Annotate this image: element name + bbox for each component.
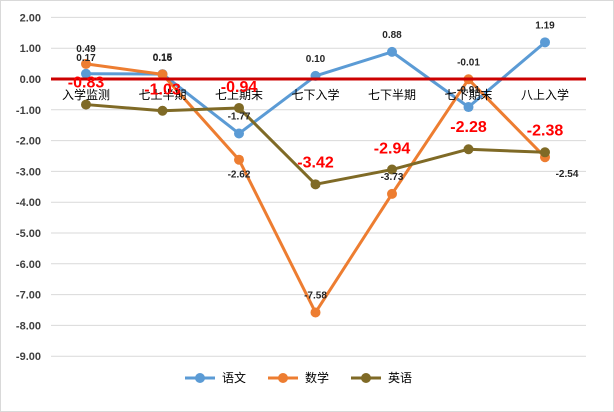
series-2-point	[157, 69, 168, 80]
y-tick-label: -9.00	[16, 351, 41, 363]
data-label: -0.94	[221, 79, 258, 96]
legend-swatch-marker	[361, 373, 371, 383]
data-label: 0.49	[76, 44, 96, 55]
data-label: -0.91	[457, 85, 480, 96]
legend-label: 数学	[305, 370, 329, 385]
legend: 语文 数学 英语	[185, 370, 412, 385]
legend-label: 英语	[388, 371, 412, 385]
y-tick-label: -8.00	[16, 320, 41, 332]
y-tick-label: 0.00	[20, 74, 41, 86]
x-tick-label: 七上期末	[215, 88, 263, 102]
data-label: -2.54	[556, 169, 579, 180]
y-tick-label: -3.00	[16, 166, 41, 178]
x-tick-label: 七上半期	[138, 88, 186, 102]
y-axis: 2.00 1.00 0.00 -1.00 -2.00 -3.00 -4.00 -5.00 -6.…	[16, 12, 41, 363]
data-label: 1.19	[535, 20, 555, 31]
y-tick-label: -1.00	[16, 105, 41, 117]
series-3-point	[540, 147, 550, 158]
data-label: -7.58	[304, 290, 327, 301]
data-label: -0.83	[68, 75, 105, 92]
y-tick-label: 1.00	[20, 43, 41, 55]
y-tick-label: -4.00	[16, 197, 41, 209]
data-label: 0.88	[382, 30, 402, 41]
series-1-point	[234, 128, 244, 139]
series-3-point	[310, 179, 321, 190]
x-tick-label: 入学监测	[62, 87, 110, 102]
data-label: 0.16	[153, 53, 173, 64]
series-3-point	[387, 164, 397, 175]
x-tick-label: 七下入学	[291, 87, 339, 102]
series-line-3	[85, 103, 546, 186]
legend-swatch-marker	[278, 373, 288, 383]
series-3-point	[463, 144, 474, 155]
data-label: -2.28	[450, 119, 487, 136]
y-tick-label: 2.00	[20, 12, 41, 24]
series-1-point	[463, 102, 474, 113]
series-2-point	[387, 188, 397, 199]
x-axis: 入学监测 七上半期 七上期末 七下入学 七下半期 七下期末 八上入学	[62, 87, 569, 102]
legend-swatch-marker	[195, 373, 205, 383]
data-label: -2.94	[374, 141, 411, 158]
y-tick-label: -2.00	[16, 136, 41, 148]
data-label: -3.42	[297, 154, 334, 171]
legend-label: 语文	[222, 370, 246, 385]
series-2-point	[310, 307, 321, 318]
series-3-point	[157, 105, 168, 116]
x-tick-label: 七下期末	[444, 88, 492, 102]
y-tick-label: -5.00	[16, 228, 41, 240]
series-3-point	[234, 102, 244, 113]
data-label: 0.15	[153, 52, 173, 63]
series-2-point	[81, 58, 91, 69]
data-label: -1.77	[228, 112, 251, 123]
series-1-point	[81, 68, 91, 79]
series-2-point	[234, 154, 244, 165]
series-3-point	[81, 99, 91, 110]
data-label: -2.38	[527, 122, 564, 139]
data-label: -1.03	[144, 82, 181, 99]
data-labels: 0.17 0.16 -1.77 0.10 0.88 -0.91 1.19 0.49 0.15 -2…	[68, 20, 579, 301]
data-label: -2.62	[228, 170, 251, 181]
data-label: -0.01	[457, 57, 480, 68]
series-1-point	[387, 46, 397, 57]
y-tick-label: -6.00	[16, 259, 41, 271]
data-label: 0.10	[306, 54, 326, 65]
series-1-point	[540, 37, 550, 48]
data-label: -3.73	[381, 172, 404, 183]
data-label: 0.17	[76, 53, 96, 64]
x-tick-label: 七下半期	[368, 88, 416, 102]
y-tick-label: -7.00	[16, 290, 41, 302]
x-tick-label: 八上入学	[521, 87, 569, 102]
